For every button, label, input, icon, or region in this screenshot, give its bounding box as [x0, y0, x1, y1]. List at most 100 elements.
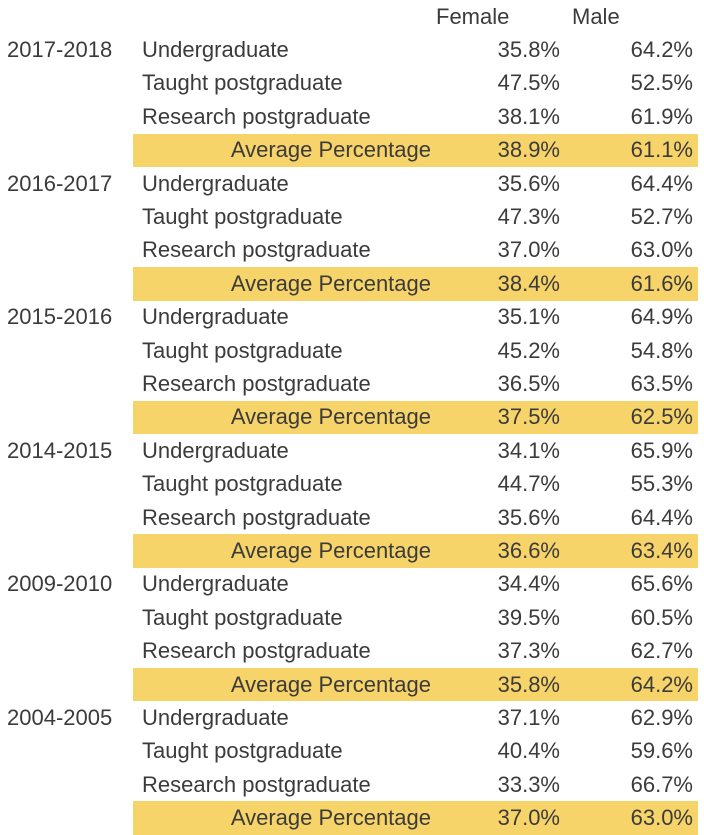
male-value: 62.5%: [563, 400, 704, 435]
male-value: 64.2%: [630, 37, 693, 63]
year-label: [0, 801, 133, 834]
female-value: 37.1%: [497, 704, 560, 730]
average-label: Average Percentage: [133, 667, 433, 702]
year-label: [0, 401, 133, 434]
year-label: [0, 768, 133, 801]
category-label: Taught postgraduate: [142, 738, 343, 764]
data-row: Research postgraduate 38.1% 61.9%: [0, 100, 704, 133]
female-value: 40.4%: [497, 738, 560, 764]
data-row: Taught postgraduate 40.4% 59.6%: [0, 735, 704, 768]
year-label: 2015-2016: [7, 304, 113, 330]
male-value: 61.9%: [630, 103, 693, 129]
female-value: 35.8%: [497, 37, 560, 63]
category-label: Research postgraduate: [142, 771, 371, 797]
male-value: 65.6%: [630, 571, 693, 597]
average-row: Average Percentage 38.9% 61.1%: [0, 133, 704, 167]
category-label: Taught postgraduate: [142, 604, 343, 630]
data-row: Research postgraduate 37.3% 62.7%: [0, 634, 704, 667]
year-label: [0, 134, 133, 167]
male-value: 52.7%: [630, 204, 693, 230]
male-value: 63.0%: [630, 237, 693, 263]
category-label: Undergraduate: [142, 571, 289, 597]
category-label: Taught postgraduate: [142, 471, 343, 497]
data-row: Research postgraduate 33.3% 66.7%: [0, 768, 704, 801]
data-row: Taught postgraduate 45.2% 54.8%: [0, 334, 704, 367]
table-body: 2017-2018 Undergraduate 35.8% 64.2% Taught p…: [0, 33, 704, 835]
year-label: [0, 467, 133, 500]
data-row: 2014-2015 Undergraduate 34.1% 65.9%: [0, 434, 704, 467]
category-label: Taught postgraduate: [142, 204, 343, 230]
data-row: Taught postgraduate 44.7% 55.3%: [0, 467, 704, 500]
male-value: 64.4%: [630, 170, 693, 196]
female-value: 44.7%: [497, 471, 560, 497]
year-label: 2017-2018: [7, 37, 113, 63]
male-value: 52.5%: [630, 70, 693, 96]
category-label: Research postgraduate: [142, 504, 371, 530]
male-value: 65.9%: [630, 437, 693, 463]
average-label: Average Percentage: [133, 801, 433, 835]
average-row: Average Percentage 37.5% 62.5%: [0, 400, 704, 435]
data-row: 2016-2017 Undergraduate 35.6% 64.4%: [0, 167, 704, 200]
male-value: 59.6%: [630, 738, 693, 764]
year-label: [0, 735, 133, 768]
average-row: Average Percentage 37.0% 63.0%: [0, 801, 704, 835]
female-value: 47.5%: [497, 70, 560, 96]
female-value: 36.6%: [433, 534, 563, 568]
category-label: Taught postgraduate: [142, 337, 343, 363]
average-row: Average Percentage 38.4% 61.6%: [0, 267, 704, 301]
female-value: 35.6%: [497, 504, 560, 530]
year-label: [0, 267, 133, 300]
average-row: Average Percentage 36.6% 63.4%: [0, 534, 704, 568]
male-value: 61.1%: [563, 133, 704, 167]
male-value: 63.5%: [630, 370, 693, 396]
female-value: 34.1%: [497, 437, 560, 463]
year-label: [0, 601, 133, 634]
data-row: Research postgraduate 37.0% 63.0%: [0, 234, 704, 267]
category-label: Taught postgraduate: [142, 70, 343, 96]
female-value: 39.5%: [497, 604, 560, 630]
female-value: 35.1%: [497, 304, 560, 330]
female-value: 38.4%: [433, 267, 563, 301]
average-label: Average Percentage: [133, 400, 433, 435]
header-row: Female Male: [0, 0, 704, 33]
year-label: 2016-2017: [7, 170, 113, 196]
category-label: Undergraduate: [142, 170, 289, 196]
category-label: Research postgraduate: [142, 103, 371, 129]
average-row: Average Percentage 35.8% 64.2%: [0, 667, 704, 702]
year-label: 2004-2005: [7, 704, 113, 730]
data-row: Taught postgraduate 47.5% 52.5%: [0, 67, 704, 100]
female-value: 45.2%: [497, 337, 560, 363]
year-label: [0, 634, 133, 667]
year-label: [0, 100, 133, 133]
data-row: 2009-2010 Undergraduate 34.4% 65.6%: [0, 568, 704, 601]
header-year-spacer: [0, 0, 133, 33]
male-value: 63.4%: [563, 534, 704, 568]
average-label: Average Percentage: [133, 267, 433, 301]
data-row: Research postgraduate 36.5% 63.5%: [0, 367, 704, 400]
average-label: Average Percentage: [133, 133, 433, 167]
category-label: Research postgraduate: [142, 370, 371, 396]
female-value: 35.8%: [433, 667, 563, 702]
female-value: 38.1%: [497, 103, 560, 129]
female-value: 38.9%: [433, 133, 563, 167]
year-label: [0, 334, 133, 367]
female-value: 36.5%: [497, 370, 560, 396]
year-label: [0, 367, 133, 400]
male-value: 55.3%: [630, 471, 693, 497]
male-value: 60.5%: [630, 604, 693, 630]
male-value: 62.7%: [630, 638, 693, 664]
category-label: Undergraduate: [142, 37, 289, 63]
year-label: 2014-2015: [7, 437, 113, 463]
male-value: 64.2%: [563, 667, 704, 702]
year-label: [0, 668, 133, 701]
data-row: 2017-2018 Undergraduate 35.8% 64.2%: [0, 33, 704, 66]
female-value: 47.3%: [497, 204, 560, 230]
header-category-spacer: [133, 0, 433, 33]
male-value: 63.0%: [563, 801, 704, 835]
female-value: 34.4%: [497, 571, 560, 597]
male-value: 61.6%: [563, 267, 704, 301]
data-row: 2015-2016 Undergraduate 35.1% 64.9%: [0, 301, 704, 334]
male-value: 62.9%: [630, 704, 693, 730]
column-header-female: Female: [436, 3, 510, 29]
